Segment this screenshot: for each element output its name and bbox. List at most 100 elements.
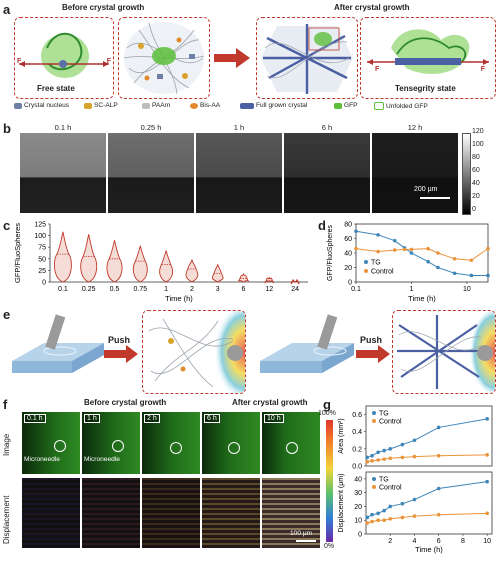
header-before-a: Before crystal growth	[62, 3, 145, 12]
paam-icon	[142, 102, 150, 109]
point-d-Control-0	[354, 246, 358, 251]
xlabel-g-bottom: Time (h)	[415, 545, 443, 554]
colorbar-b-tick-60: 60	[472, 167, 480, 174]
xtick-label-d-0: 0.1	[351, 286, 361, 293]
gfp-icon	[334, 102, 342, 109]
ytick-label-d-3: 60	[344, 236, 352, 243]
point-d-Control-5	[426, 246, 430, 251]
push-arrow-before	[104, 345, 138, 363]
point-d-TG-5	[426, 259, 430, 264]
free-state-illustration	[19, 32, 109, 78]
legend-unfolded-gfp: Unfolded GFP	[374, 102, 428, 110]
network-push-after-box	[392, 310, 496, 394]
point-g-bottom-Control-0	[365, 521, 370, 525]
xtick-label-g-bottom-3: 8	[461, 538, 465, 545]
series-d-Control	[355, 248, 489, 261]
point-d-Control-1	[376, 249, 380, 254]
colorbar-b-tick-100: 100	[472, 141, 484, 148]
legend-marker-g-bottom-Control	[372, 485, 376, 489]
point-g-top-TG-2	[376, 450, 380, 455]
displacement-map-1h	[82, 478, 140, 548]
violin-c-0.75	[132, 245, 148, 283]
point-d-Control-2	[392, 248, 397, 252]
point-g-top-TG-5	[400, 442, 405, 447]
tensegrity-state-label: Tensegrity state	[395, 84, 456, 93]
ylabel-g-top: Area (mm²)	[338, 418, 345, 453]
ylabel-c: GFP/FluoSpheres	[13, 223, 22, 283]
scalebar-b	[420, 197, 450, 199]
point-d-TG-9	[486, 273, 490, 278]
network-before-illustration	[123, 22, 205, 95]
point-g-top-TG-1	[370, 453, 374, 458]
point-g-top-Control-7	[436, 453, 441, 458]
force-left-a2: F	[375, 66, 380, 73]
ylabel-g-bottom: Displacement (μm)	[338, 474, 345, 533]
legend-label-d-Control: Control	[371, 269, 394, 276]
microneedle-image-2h: 2 h	[142, 412, 200, 474]
hydrogel-slab-after	[260, 314, 354, 373]
colorbar-b-tick-20: 20	[472, 193, 480, 200]
point-d-TG-2	[392, 238, 397, 243]
xtick-label-g-bottom-0: 2	[388, 538, 392, 545]
colorbar-f	[326, 420, 333, 542]
ytick-label-d-4: 80	[344, 222, 352, 229]
ytick-label-c-1: 25	[38, 268, 46, 275]
xtick-label-c-4: 1	[164, 286, 168, 293]
network-push-before-box	[142, 310, 246, 394]
legend-marker-g-top-Control	[372, 419, 376, 423]
network-push-before-illustration	[148, 311, 245, 393]
point-g-bottom-TG-5	[400, 501, 405, 506]
legend-label-g-top-TG: TG	[379, 411, 389, 418]
point-g-bottom-Control-2	[376, 518, 380, 523]
legend-a: Crystal nucleus SC-ALP PAAm Bis-AA Full …	[14, 102, 494, 114]
point-d-Control-8	[469, 258, 474, 263]
xtick-label-c-1: 0.25	[82, 286, 96, 293]
ytick-label-d-1: 20	[344, 265, 352, 272]
ytick-label-g-bottom-0: 0	[358, 532, 362, 539]
time-b-4: 12 h	[407, 123, 423, 132]
xtick-label-d-2: 10	[463, 286, 471, 293]
series-d-TG	[355, 230, 488, 276]
push-label-after: Push	[360, 335, 383, 345]
point-g-top-Control-3	[382, 457, 386, 461]
point-g-bottom-Control-6	[412, 514, 417, 518]
point-g-top-TG-7	[436, 425, 441, 430]
free-state-box: F F Free state	[14, 17, 114, 99]
ytick-label-c-5: 125	[34, 222, 46, 229]
network-after-box	[256, 17, 358, 99]
unfolded-gfp-icon	[374, 102, 384, 110]
violin-c-1	[159, 250, 174, 283]
tensegrity-state-box: F F Tensegrity state	[360, 17, 496, 99]
point-g-top-Control-1	[370, 459, 374, 463]
ytick-label-c-0: 0	[42, 280, 46, 287]
panel-label-d: d	[318, 218, 326, 233]
point-g-top-Control-8	[485, 453, 489, 457]
header-after-f: After crystal growth	[232, 398, 308, 407]
ytick-label-g-top-2: 0.4	[352, 429, 362, 436]
colorbar-b-tick-0: 0	[472, 206, 476, 213]
legend-gfp: GFP	[334, 102, 358, 109]
legend-paam: PAAm	[142, 102, 170, 109]
legend-crystal-nucleus: Crystal nucleus	[14, 102, 69, 109]
legend-label-d-TG: TG	[371, 260, 381, 267]
panel-label-f: f	[3, 397, 8, 412]
ytick-label-c-4: 100	[34, 233, 46, 240]
ytick-label-g-bottom-3: 30	[354, 490, 362, 497]
network-after-illustration	[261, 24, 353, 94]
point-g-top-Control-6	[412, 454, 417, 459]
legend-full-grown-crystal: Full grown crystal	[240, 102, 307, 109]
colorbar-f-top: 100%	[318, 410, 336, 417]
point-d-TG-4	[409, 251, 414, 255]
point-d-Control-7	[452, 257, 457, 261]
arrow-a	[214, 48, 250, 73]
ylabel-d: GFP/FluoSpheres	[327, 224, 334, 281]
displacement-map-2h	[142, 478, 200, 548]
xtick-label-g-bottom-1: 4	[413, 538, 417, 545]
full-grown-crystal-icon	[240, 102, 254, 109]
xtick-label-c-8: 12	[265, 286, 273, 293]
fluorescence-image-1h	[196, 133, 282, 213]
fluorescence-image-12h: 200 μm	[372, 133, 458, 213]
network-before-box	[118, 17, 210, 99]
